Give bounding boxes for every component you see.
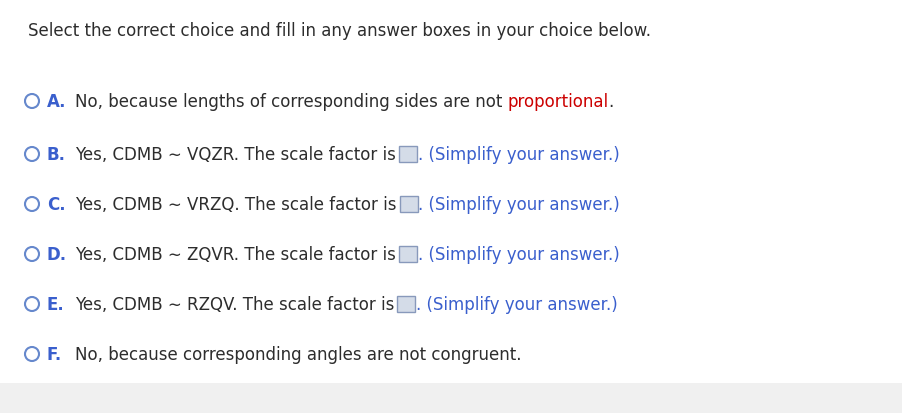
Text: Yes, CDMB ∼ RZQV. The scale factor is: Yes, CDMB ∼ RZQV. The scale factor is: [75, 295, 394, 313]
Text: Select the correct choice and fill in any answer boxes in your choice below.: Select the correct choice and fill in an…: [28, 22, 651, 40]
Text: . (Simplify your answer.): . (Simplify your answer.): [418, 146, 620, 164]
Text: C.: C.: [47, 195, 66, 214]
FancyBboxPatch shape: [400, 197, 418, 212]
Text: A.: A.: [47, 93, 67, 111]
Text: F.: F.: [47, 345, 62, 363]
Text: Yes, CDMB ∼ VRZQ. The scale factor is: Yes, CDMB ∼ VRZQ. The scale factor is: [75, 195, 397, 214]
Text: . (Simplify your answer.): . (Simplify your answer.): [417, 295, 618, 313]
Text: No, because corresponding angles are not congruent.: No, because corresponding angles are not…: [75, 345, 521, 363]
Text: No, because lengths of corresponding sides are not: No, because lengths of corresponding sid…: [75, 93, 508, 111]
Text: proportional: proportional: [508, 93, 609, 111]
Text: E.: E.: [47, 295, 65, 313]
FancyBboxPatch shape: [398, 296, 416, 312]
Text: .: .: [609, 93, 614, 111]
Text: D.: D.: [47, 245, 67, 263]
Text: . (Simplify your answer.): . (Simplify your answer.): [419, 195, 621, 214]
Text: Yes, CDMB ∼ VQZR. The scale factor is: Yes, CDMB ∼ VQZR. The scale factor is: [75, 146, 396, 164]
Text: Yes, CDMB ∼ ZQVR. The scale factor is: Yes, CDMB ∼ ZQVR. The scale factor is: [75, 245, 396, 263]
Text: B.: B.: [47, 146, 66, 164]
FancyBboxPatch shape: [399, 147, 417, 163]
Text: . (Simplify your answer.): . (Simplify your answer.): [418, 245, 620, 263]
FancyBboxPatch shape: [399, 247, 417, 262]
Bar: [0, 383, 902, 413]
